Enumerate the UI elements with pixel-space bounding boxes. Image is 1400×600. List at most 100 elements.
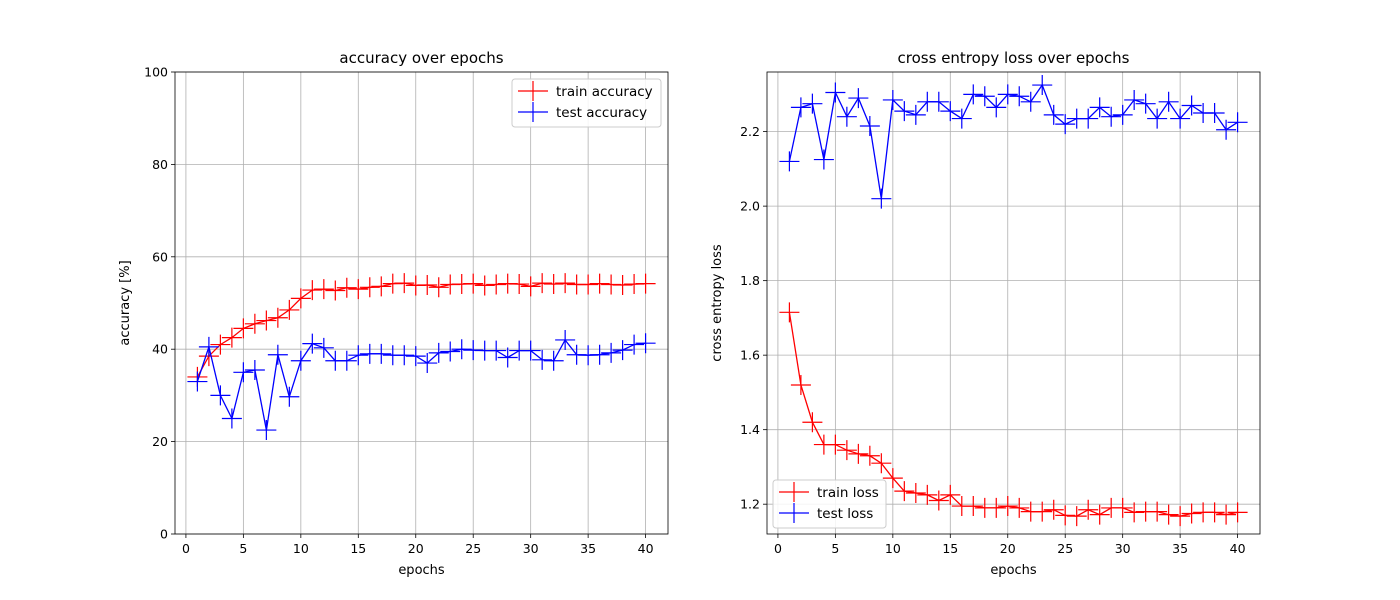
chart-title: cross entropy loss over epochs [898, 49, 1130, 67]
plot-frame [766, 71, 1261, 535]
series-test-loss [779, 75, 1248, 209]
data-point [267, 344, 288, 365]
y-tick-label: 1.4 [740, 422, 760, 437]
x-tick-label: 20 [1000, 541, 1016, 556]
data-point [894, 481, 915, 502]
data-point [1170, 506, 1191, 527]
x-tick-label: 10 [293, 541, 309, 556]
data-point [635, 273, 656, 294]
data-point [267, 307, 288, 328]
data-point [1181, 503, 1202, 524]
y-tick-label: 80 [152, 157, 168, 172]
data-point [371, 276, 392, 297]
data-point [1227, 502, 1248, 523]
x-tick-label: 30 [1115, 541, 1131, 556]
data-point [555, 329, 576, 350]
data-point [336, 350, 357, 371]
chart-title: accuracy over epochs [339, 49, 503, 67]
x-tick-label: 0 [182, 541, 190, 556]
y-tick-label: 2.2 [740, 124, 760, 139]
data-point [1227, 112, 1248, 133]
data-point [894, 101, 915, 122]
data-point [1216, 119, 1237, 140]
data-point [336, 277, 357, 298]
x-tick-label: 35 [580, 541, 596, 556]
data-point [1089, 97, 1110, 118]
data-point [486, 274, 507, 295]
x-tick-label: 25 [1057, 541, 1073, 556]
x-tick-label: 40 [1230, 541, 1246, 556]
y-tick-label: 1.6 [740, 348, 760, 363]
data-point [1112, 104, 1133, 125]
data-point [198, 336, 219, 357]
data-point [825, 82, 846, 103]
data-point [1124, 502, 1145, 523]
data-point [612, 340, 633, 361]
data-point [451, 339, 472, 360]
data-point [428, 342, 449, 363]
data-point [836, 106, 857, 127]
x-axis-label: epochs [398, 563, 445, 578]
series-train-loss [779, 302, 1248, 527]
data-point [997, 496, 1018, 517]
data-point [302, 280, 323, 301]
y-tick-label: 1.2 [740, 497, 760, 512]
data-point [624, 334, 645, 355]
legend: train accuracy test accuracy [511, 78, 662, 128]
x-tick-label: 5 [831, 541, 839, 556]
legend-marker [518, 102, 548, 122]
data-point [313, 279, 334, 300]
data-point [940, 101, 961, 122]
x-tick-label: 30 [523, 541, 539, 556]
y-tick-label: 2.0 [740, 199, 760, 214]
data-point [1066, 506, 1087, 527]
data-point [256, 310, 277, 331]
data-point [779, 151, 800, 172]
data-point [509, 274, 530, 295]
y-tick-label: 20 [152, 434, 168, 449]
data-point [859, 445, 880, 466]
data-point [417, 274, 438, 295]
data-point [1204, 502, 1225, 523]
data-point [1009, 497, 1030, 518]
data-point [486, 340, 507, 361]
x-tick-label: 15 [350, 541, 366, 556]
legend-entry: test accuracy [556, 105, 647, 121]
data-point [474, 275, 495, 296]
data-point [497, 347, 518, 368]
data-point [589, 273, 610, 294]
data-point [905, 483, 926, 504]
data-point [1124, 89, 1145, 110]
data-point [1147, 108, 1168, 129]
legend-entry: train loss [817, 485, 879, 501]
data-point [428, 277, 449, 298]
plot-frame [174, 71, 669, 535]
y-tick-label: 1.8 [740, 273, 760, 288]
data-point [463, 273, 484, 294]
data-point [394, 345, 415, 366]
data-point [1181, 95, 1202, 116]
data-point [302, 333, 323, 354]
x-axis-label: epochs [990, 563, 1037, 578]
data-point [233, 318, 254, 339]
loss-chart: 0 5 10 15 20 25 30 35 40 1.2 1.4 1.6 1.8 2.0 2.2 cross … [710, 49, 1261, 578]
y-tick-label: 0 [160, 527, 168, 542]
data-point [1043, 499, 1064, 520]
data-point [963, 84, 984, 105]
data-point [986, 497, 1007, 518]
series-test-accuracy [187, 329, 656, 441]
data-point [882, 89, 903, 110]
data-point [244, 359, 265, 380]
data-point [790, 97, 811, 118]
x-tick-label: 35 [1172, 541, 1188, 556]
data-point [871, 453, 892, 474]
data-point [802, 93, 823, 114]
data-point [779, 302, 800, 323]
data-point [348, 279, 369, 300]
legend-entry: train accuracy [556, 84, 653, 100]
data-point [802, 412, 823, 433]
data-point [440, 341, 461, 362]
data-point [1089, 504, 1110, 525]
y-axis-label: cross entropy loss [710, 244, 725, 362]
